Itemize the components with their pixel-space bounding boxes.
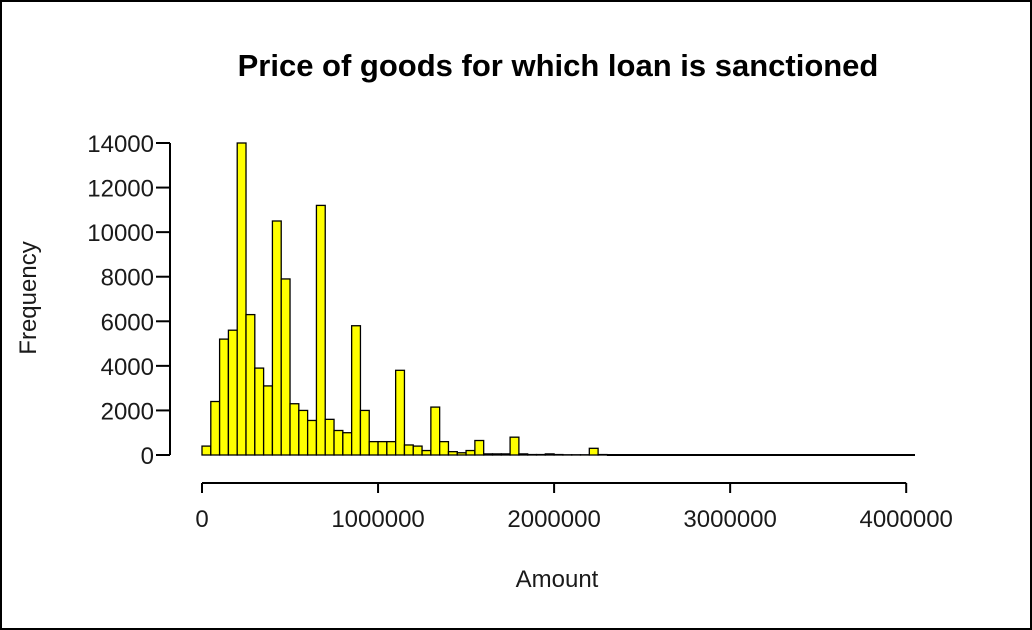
- histogram-bar: [403, 444, 414, 456]
- x-tick-label: 3000000: [683, 506, 776, 533]
- histogram-bar: [315, 204, 326, 456]
- y-tick-label: 8000: [101, 265, 154, 292]
- histogram-bar: [474, 439, 485, 456]
- histogram-bar: [201, 445, 212, 456]
- histogram-bar: [306, 419, 318, 456]
- histogram-bar: [465, 449, 476, 456]
- y-axis-label: Frequency: [15, 241, 42, 354]
- histogram-bar: [509, 436, 520, 456]
- y-tick-label: 0: [141, 443, 154, 470]
- histogram-bar: [430, 406, 441, 456]
- histogram-bar: [289, 403, 300, 456]
- histogram-bar: [500, 453, 511, 456]
- histogram-bar: [227, 329, 238, 456]
- histogram-bar: [333, 429, 344, 456]
- histogram-bar: [350, 325, 362, 456]
- histogram-bar: [342, 432, 353, 456]
- x-tick-label: 2000000: [507, 506, 600, 533]
- y-tick-label: 4000: [101, 354, 154, 381]
- histogram-bar: [518, 453, 529, 456]
- histogram-bar: [271, 220, 282, 456]
- histogram-bar: [280, 278, 291, 456]
- histogram-bar: [368, 440, 379, 456]
- x-axis-label: Amount: [516, 566, 599, 593]
- histogram-bar: [421, 449, 432, 456]
- y-tick-label: 10000: [87, 220, 154, 247]
- histogram-bar: [377, 440, 388, 456]
- histogram-bar: [210, 400, 221, 456]
- histogram-bar: [245, 313, 256, 456]
- histogram-bar: [394, 369, 406, 456]
- y-tick-label: 12000: [87, 176, 154, 203]
- chart-title: Price of goods for which loan is sanctio…: [238, 48, 879, 83]
- histogram-bar: [456, 452, 467, 456]
- histogram-bar: [236, 142, 247, 456]
- y-tick-label: 2000: [101, 398, 154, 425]
- histogram-bar: [483, 453, 494, 456]
- histogram-bar: [491, 453, 502, 456]
- y-tick-label: 14000: [87, 131, 154, 158]
- histogram-bar: [254, 367, 265, 456]
- y-tick-label: 6000: [101, 309, 154, 336]
- bars-group: [201, 142, 915, 456]
- x-axis: 0 1000000 2000000 3000000 4000000: [195, 482, 953, 533]
- histogram-bar: [412, 445, 423, 456]
- histogram-bar: [386, 440, 397, 456]
- histogram-bar: [588, 447, 599, 456]
- histogram-bar: [262, 385, 274, 456]
- histogram-bar: [447, 451, 458, 456]
- histogram-bar: [439, 440, 450, 456]
- histogram-bar: [298, 409, 309, 456]
- y-axis: 0 2000 4000 6000 8000 10000 12000 14000: [87, 131, 171, 470]
- histogram-bar: [324, 418, 335, 456]
- histogram-bar: [218, 338, 230, 456]
- x-tick-label: 1000000: [331, 506, 424, 533]
- x-tick-label: 4000000: [859, 506, 952, 533]
- histogram-bar: [359, 409, 370, 456]
- x-tick-label: 0: [195, 506, 208, 533]
- histogram-bar: [544, 453, 555, 456]
